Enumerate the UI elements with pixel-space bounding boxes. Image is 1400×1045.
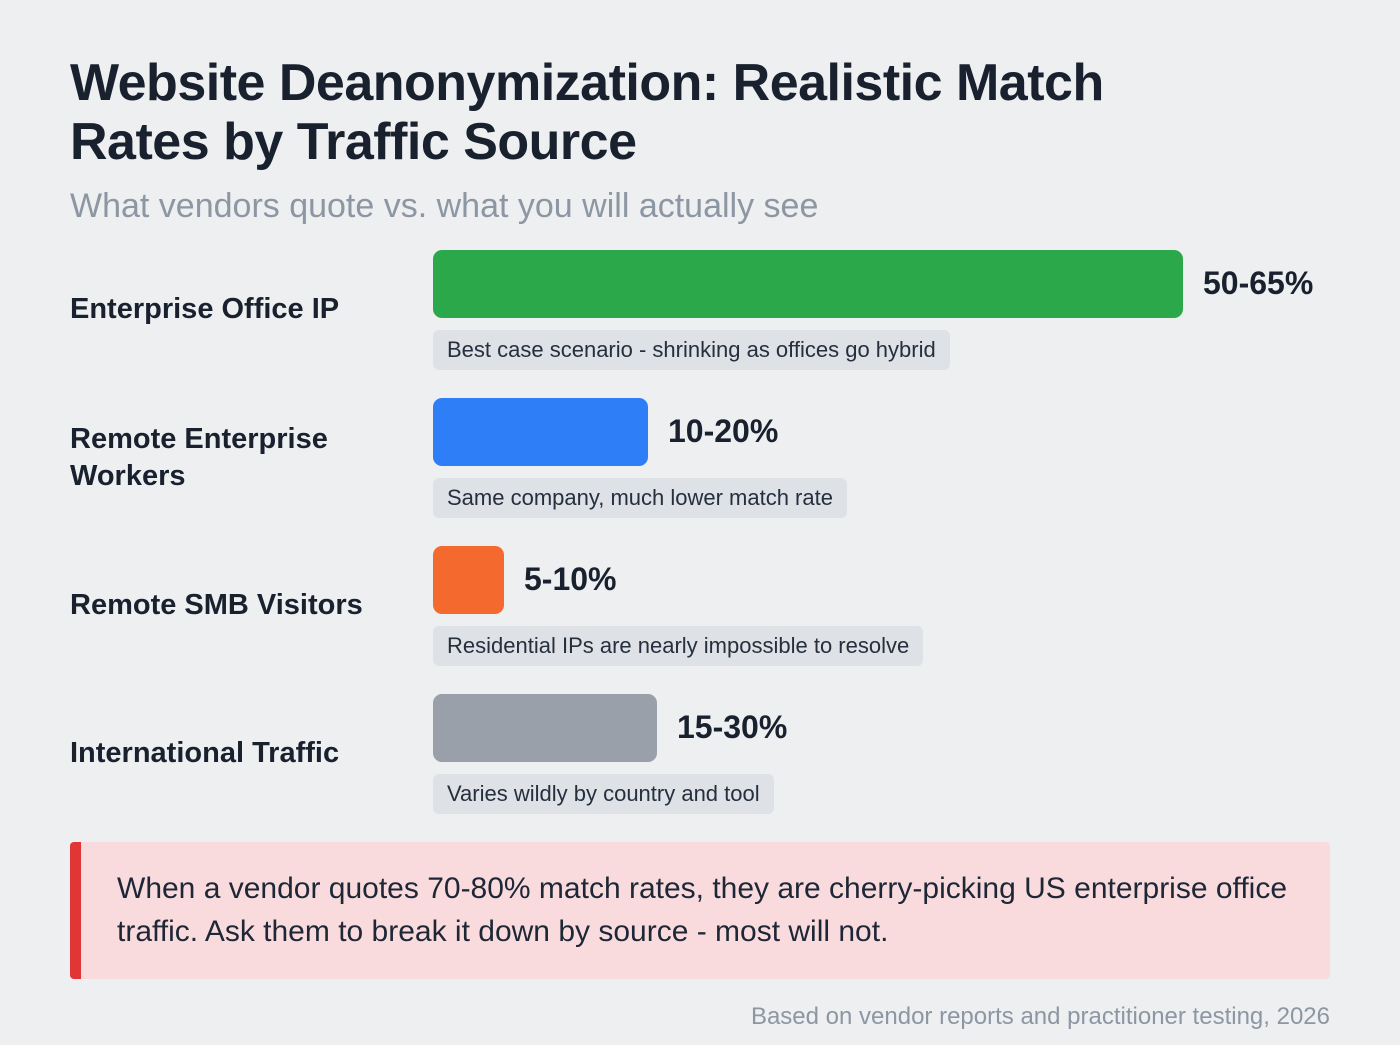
chart-row: Remote Enterprise Workers 10-20% Same co… <box>70 397 1330 518</box>
bar-remote-enterprise-workers <box>433 397 648 466</box>
bar-area: 10-20% Same company, much lower match ra… <box>433 397 1330 518</box>
chart-row: Enterprise Office IP 50-65% Best case sc… <box>70 249 1330 370</box>
callout-box: When a vendor quotes 70-80% match rates,… <box>70 841 1330 979</box>
bar-chart: Enterprise Office IP 50-65% Best case sc… <box>70 249 1330 814</box>
bar-area: 15-30% Varies wildly by country and tool <box>433 693 1330 814</box>
bar-note: Varies wildly by country and tool <box>433 773 774 814</box>
category-label: International Traffic <box>70 737 340 770</box>
bar-enterprise-office-ip <box>433 249 1183 318</box>
callout-text: When a vendor quotes 70-80% match rates,… <box>117 871 1288 949</box>
bar-note: Same company, much lower match rate <box>433 477 847 518</box>
bar-value: 50-65% <box>1203 265 1314 302</box>
bar-line: 50-65% <box>433 249 1330 318</box>
callout-accent-bar <box>70 841 81 979</box>
bar-note: Best case scenario - shrinking as office… <box>433 329 950 370</box>
chart-row: Remote SMB Visitors 5-10% Residential IP… <box>70 545 1330 666</box>
category-label: Enterprise Office IP <box>70 293 340 326</box>
category-label: Remote Enterprise Workers <box>70 423 328 492</box>
bar-area: 50-65% Best case scenario - shrinking as… <box>433 249 1330 370</box>
source-note: Based on vendor reports and practitioner… <box>750 1002 1330 1030</box>
bar-line: 5-10% <box>433 545 1330 614</box>
bar-value: 10-20% <box>668 413 779 450</box>
chart-row: International Traffic 15-30% Varies wild… <box>70 693 1330 814</box>
bar-line: 10-20% <box>433 397 1330 466</box>
bar-international-traffic <box>433 693 657 762</box>
page-subtitle: What vendors quote vs. what you will act… <box>70 186 819 225</box>
page-title: Website Deanonymization: Realistic Match… <box>70 54 1104 172</box>
bar-area: 5-10% Residential IPs are nearly impossi… <box>433 545 1330 666</box>
bar-remote-smb-visitors <box>433 545 504 614</box>
bar-line: 15-30% <box>433 693 1330 762</box>
bar-value: 5-10% <box>524 561 617 598</box>
category-label: Remote SMB Visitors <box>70 589 363 622</box>
bar-note: Residential IPs are nearly impossible to… <box>433 625 924 666</box>
bar-value: 15-30% <box>677 709 788 746</box>
